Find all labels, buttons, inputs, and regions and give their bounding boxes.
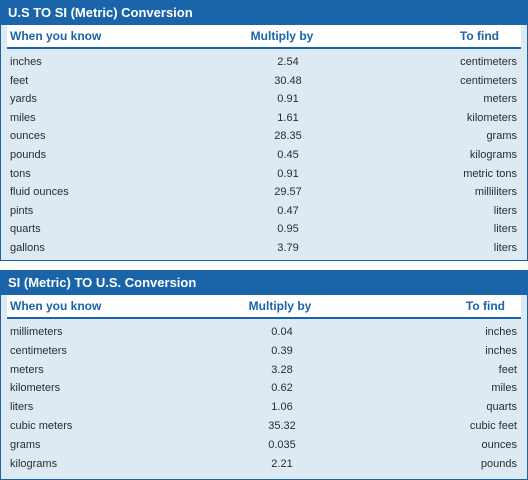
header-to-find: To find [465,299,505,313]
table-row: pints 0.47 liters [7,202,521,221]
cell-when-you-know: inches [10,56,42,68]
cell-multiply-by: 2.54 [277,56,299,68]
cell-multiply-by: 29.57 [274,186,302,199]
cell-multiply-by: 0.62 [271,382,293,395]
cell-when-you-know: meters [10,363,44,376]
cell-when-you-know: centimeters [10,344,67,357]
cell-when-you-know: gallons [10,241,45,254]
cell-when-you-know: kilometers [10,382,61,395]
cell-to-find: liters [493,223,517,236]
table-row: yards 0.91 meters [7,90,521,109]
header-multiply-by: Multiply by [250,29,314,43]
cell-to-find: centimeters [460,74,517,87]
cell-when-you-know: fluid ounces [10,186,69,199]
us-to-si-title: U.S TO SI (Metric) Conversion [1,1,527,25]
cell-multiply-by: 0.47 [277,204,299,217]
si-to-us-header-row: When you know Multiply by To find [7,295,521,319]
cell-multiply-by: 0.91 [277,93,299,106]
table-row: millimeters 0.04 inches [7,323,521,342]
cell-when-you-know: ounces [10,130,46,143]
cell-when-you-know: pints [10,204,34,217]
cell-when-you-know: miles [10,111,36,124]
table-row: grams 0.035 ounces [7,436,521,455]
table-row: fluid ounces 29.57 milliliters [7,183,521,202]
cell-multiply-by: 1.06 [271,401,293,414]
us-to-si-rows: inches 2.54 centimeters feet 30.48 centimeter… [7,53,521,258]
cell-to-find: liters [493,204,517,217]
header-multiply-by: Multiply by [248,299,312,313]
cell-to-find: cubic feet [469,419,517,432]
cell-when-you-know: yards [10,93,37,106]
cell-multiply-by: 0.04 [271,326,293,338]
cell-to-find: inches [485,344,517,357]
cell-when-you-know: liters [10,401,34,414]
si-to-us-title: SI (Metric) TO U.S. Conversion [1,271,527,295]
table-row: tons 0.91 metric tons [7,165,521,184]
table-row: miles 1.61 kilometers [7,109,521,128]
table-row: centimeters 0.39 inches [7,342,521,361]
cell-multiply-by: 0.45 [277,148,299,161]
cell-to-find: metric tons [463,167,517,180]
cell-to-find: pounds [480,457,517,470]
cell-to-find: inches [485,326,517,338]
si-to-us-rows: millimeters 0.04 inches centimeters 0.39 inch… [7,323,521,473]
cell-to-find: liters [493,241,517,254]
cell-to-find: meters [483,93,517,106]
cell-multiply-by: 3.79 [277,241,299,254]
table-row: quarts 0.95 liters [7,220,521,239]
cell-when-you-know: feet [10,74,29,87]
table-row: pounds 0.45 kilograms [7,146,521,165]
table-row: feet 30.48 centimeters [7,72,521,91]
cell-multiply-by: 1.61 [277,111,299,124]
cell-multiply-by: 0.035 [268,438,296,451]
cell-when-you-know: kilograms [10,457,58,470]
cell-to-find: feet [498,363,517,376]
cell-to-find: milliliters [474,186,517,199]
cell-when-you-know: cubic meters [10,419,73,432]
table-row: meters 3.28 feet [7,361,521,380]
us-to-si-table: U.S TO SI (Metric) Conversion When you k… [0,0,528,261]
cell-multiply-by: 0.39 [271,344,293,357]
si-to-us-table: SI (Metric) TO U.S. Conversion When you … [0,270,528,480]
cell-to-find: ounces [481,438,517,451]
table-row: gallons 3.79 liters [7,239,521,258]
cell-to-find: miles [491,382,517,395]
header-to-find: To find [459,29,499,43]
cell-to-find: quarts [486,401,517,414]
cell-multiply-by: 28.35 [274,130,302,143]
cell-multiply-by: 0.95 [277,223,299,236]
cell-multiply-by: 2.21 [271,457,293,470]
table-row: liters 1.06 quarts [7,398,521,417]
cell-multiply-by: 30.48 [274,74,302,87]
cell-multiply-by: 35.32 [268,419,296,432]
table-row: ounces 28.35 grams [7,127,521,146]
us-to-si-header-row: When you know Multiply by To find [7,25,521,49]
cell-when-you-know: millimeters [10,326,63,338]
cell-to-find: grams [486,130,517,143]
table-row: cubic meters 35.32 cubic feet [7,417,521,436]
cell-when-you-know: quarts [10,223,41,236]
table-row: kilograms 2.21 pounds [7,455,521,474]
table-row: kilometers 0.62 miles [7,379,521,398]
cell-multiply-by: 3.28 [271,363,293,376]
cell-to-find: centimeters [460,56,517,68]
cell-when-you-know: pounds [10,148,47,161]
cell-to-find: kilograms [469,148,517,161]
header-when-you-know: When you know [10,29,102,43]
cell-multiply-by: 0.91 [277,167,299,180]
cell-when-you-know: tons [10,167,31,180]
header-when-you-know: When you know [10,299,102,313]
table-row: inches 2.54 centimeters [7,53,521,72]
cell-when-you-know: grams [10,438,41,451]
cell-to-find: kilometers [466,111,517,124]
